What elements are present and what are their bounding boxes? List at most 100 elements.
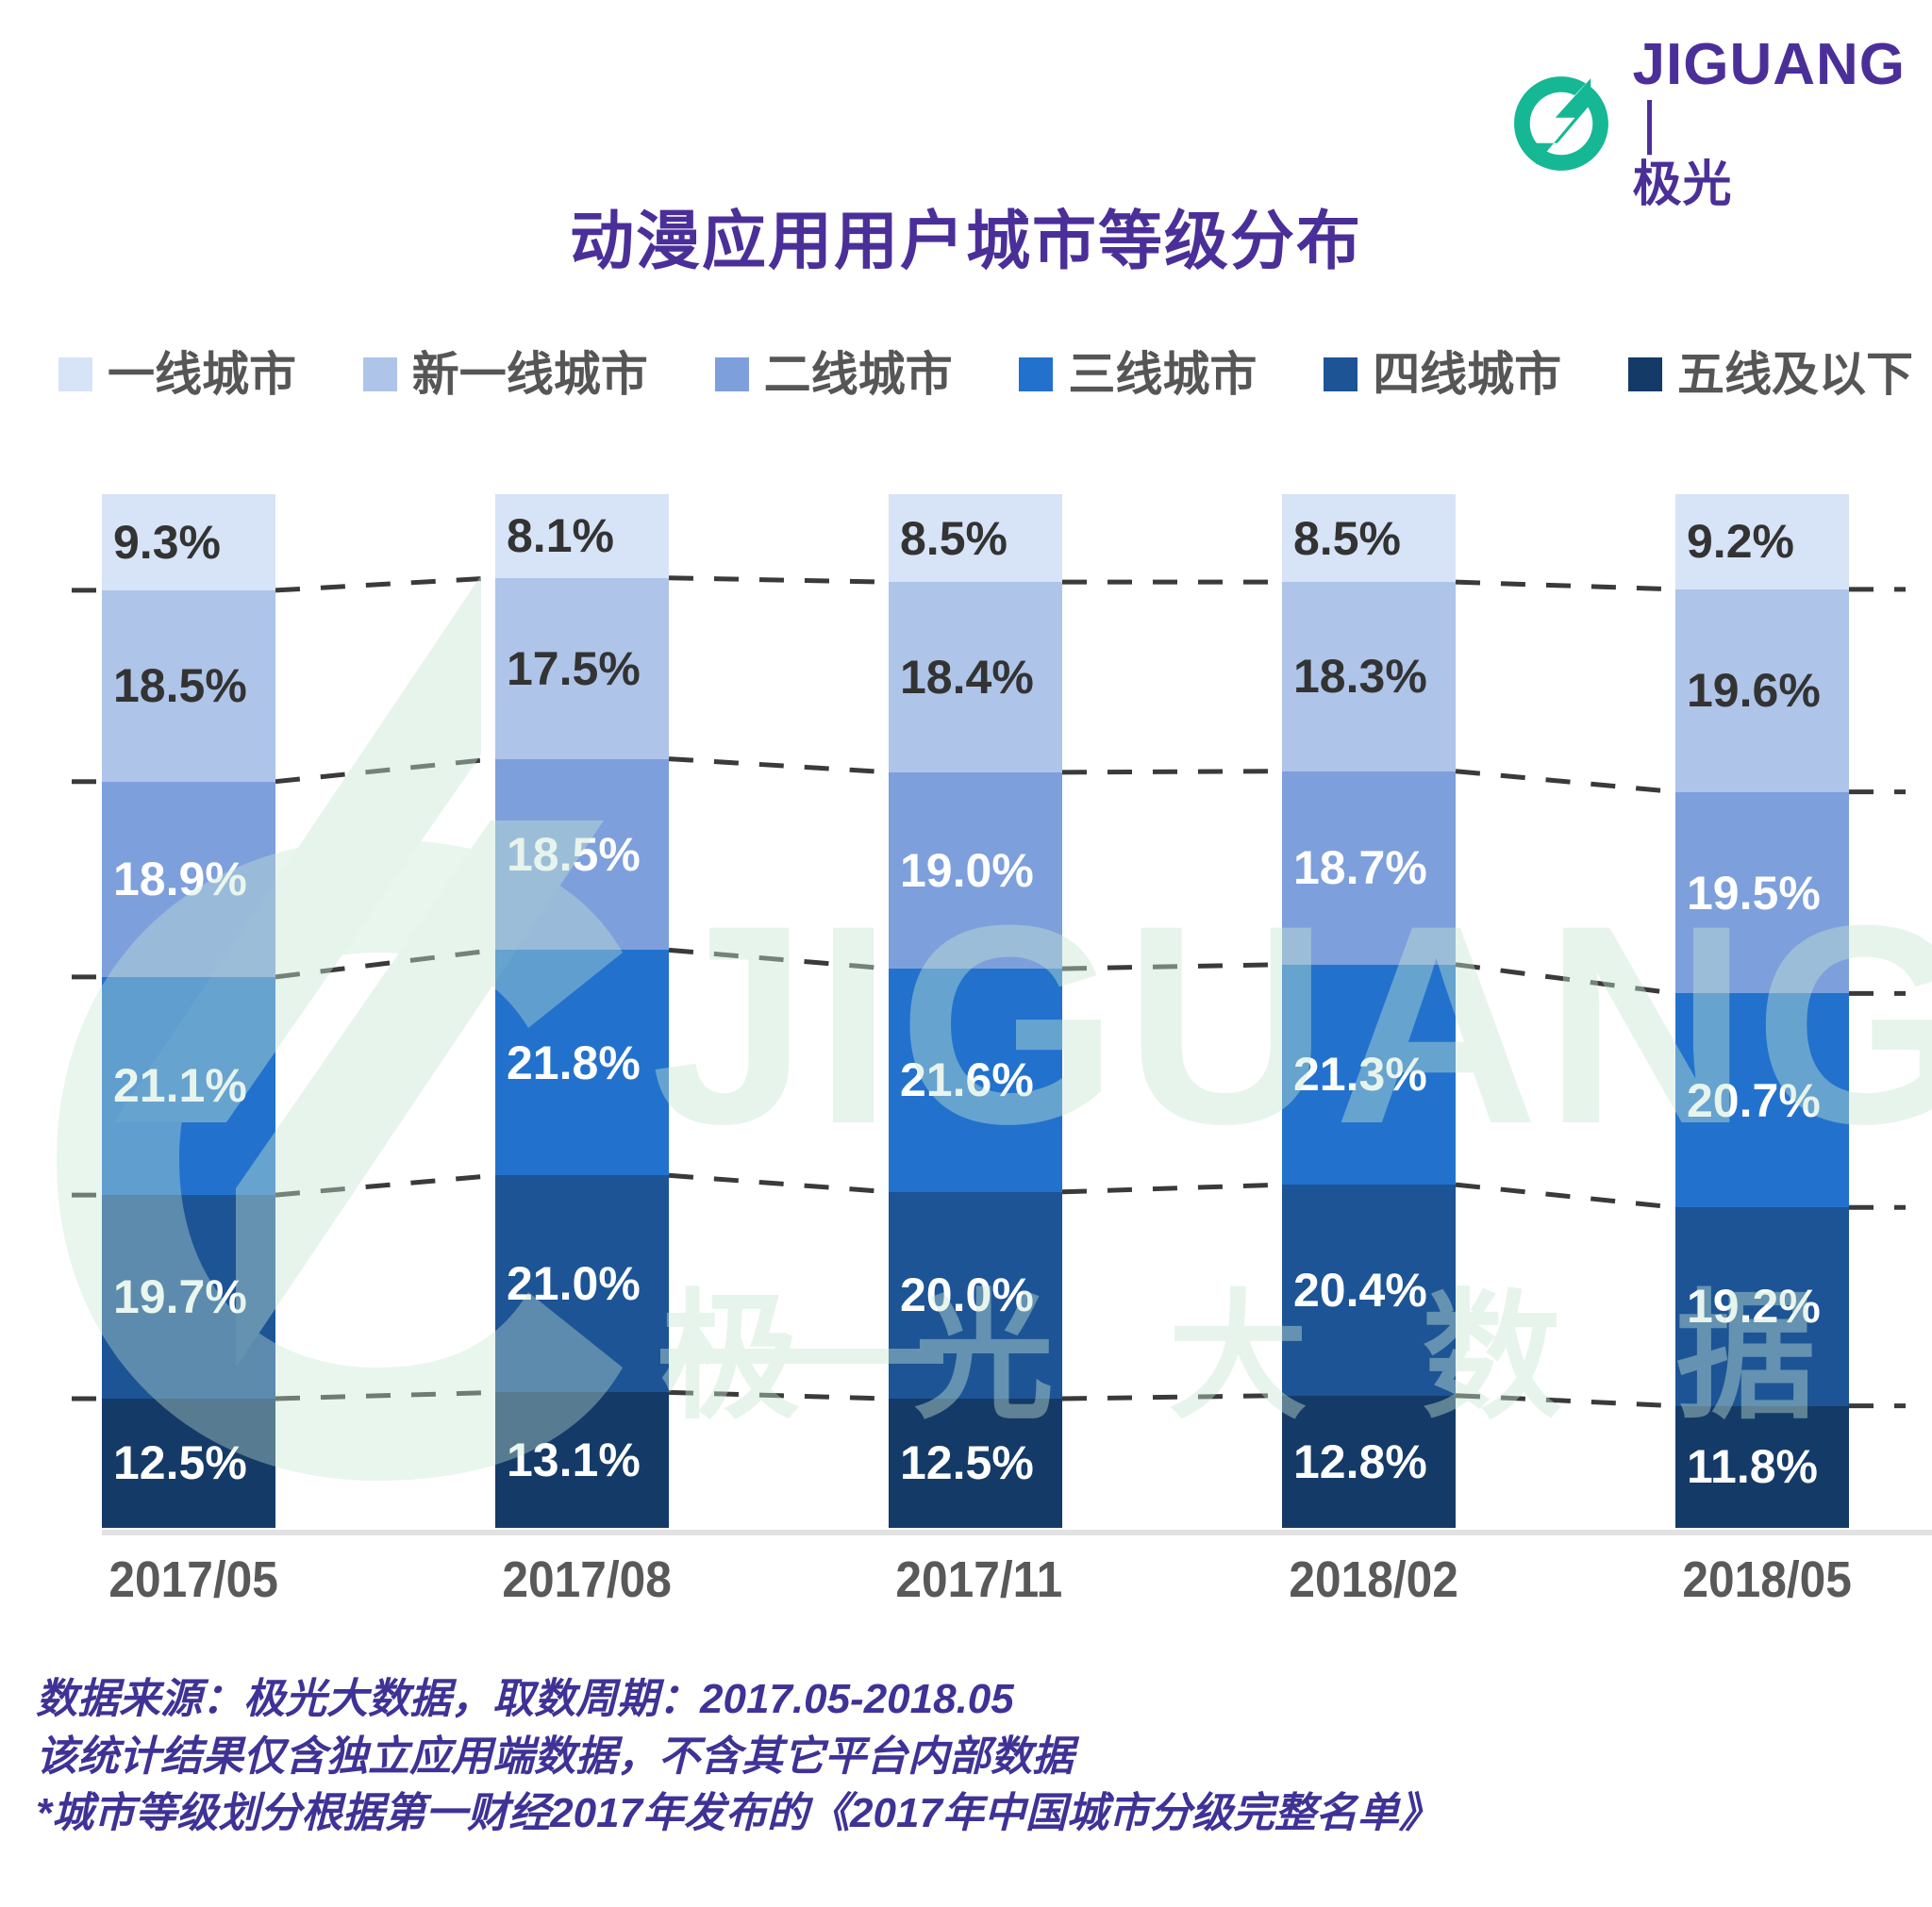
bar-2017-08: 8.1% 17.5% 18.5% 21.8% 21.0% 13.1%: [495, 494, 669, 1528]
bar-segment[interactable]: 19.2%: [1675, 1207, 1849, 1406]
bar-segment-value: 19.6%: [1687, 664, 1821, 718]
bar-segment-value: 13.1%: [507, 1434, 641, 1487]
bar-segment-value: 18.5%: [507, 827, 641, 881]
bar-segment[interactable]: 18.9%: [102, 781, 275, 977]
bar-segment-value: 19.0%: [900, 843, 1034, 897]
bar-segment[interactable]: 21.3%: [1282, 964, 1456, 1186]
bar-segment[interactable]: 8.5%: [1282, 494, 1456, 583]
brand-wordmark: JIGUANG | 极光: [1633, 36, 1906, 211]
bar-segment-value: 20.4%: [1293, 1263, 1427, 1317]
bar-segment[interactable]: 21.6%: [889, 969, 1062, 1192]
bar-segment[interactable]: 18.7%: [1282, 771, 1456, 965]
legend-label: 三线城市: [1068, 348, 1257, 401]
bar-segment[interactable]: 20.0%: [889, 1191, 1062, 1399]
bar-segment[interactable]: 18.5%: [495, 758, 669, 951]
legend-swatch-icon: [714, 357, 749, 391]
brand-wordmark-en: JIGUANG: [1632, 32, 1906, 97]
legend-swatch-icon: [362, 357, 397, 391]
bar-segment[interactable]: 20.7%: [1675, 993, 1849, 1208]
bar-segment[interactable]: 19.6%: [1675, 589, 1849, 792]
bar-segment-value: 8.5%: [1293, 511, 1401, 565]
bar-segment[interactable]: 17.5%: [495, 577, 669, 759]
bar-segment-value: 12.8%: [1293, 1434, 1427, 1488]
bar-segment-value: 18.7%: [1293, 841, 1427, 895]
bar-segment-value: 8.5%: [900, 511, 1008, 565]
bar-segment[interactable]: 12.5%: [102, 1398, 275, 1528]
chart-legend: 一线城市 新一线城市 二线城市 三线城市 四线城市 五线及以下: [58, 351, 1913, 398]
brand-separator: |: [1641, 91, 1658, 156]
footnote-line-3: *城市等级划分根据第一财经2017年发布的《2017年中国城市分级完整名单》: [36, 1790, 1441, 1837]
brand-logo: JIGUANG | 极光: [1512, 36, 1906, 211]
bar-segment[interactable]: 8.5%: [889, 494, 1062, 583]
bar-segment-value: 19.5%: [1687, 866, 1821, 920]
bar-segment[interactable]: 18.4%: [889, 582, 1062, 772]
bar-segment-value: 20.7%: [1687, 1073, 1821, 1127]
jiguang-logo-icon: [1513, 76, 1608, 171]
bar-segment[interactable]: 21.8%: [495, 950, 669, 1176]
bar-segment-value: 18.9%: [113, 853, 247, 906]
bar-segment[interactable]: 11.8%: [1675, 1405, 1849, 1528]
legend-item-1[interactable]: 新一线城市: [362, 348, 648, 401]
bar-segment[interactable]: 18.3%: [1282, 582, 1456, 771]
x-axis-tick-label: 2018/05: [1682, 1551, 1852, 1608]
x-axis-tick-label: 2017/11: [895, 1551, 1063, 1608]
bar-2018-02: 8.5% 18.3% 18.7% 21.3% 20.4% 12.8%: [1282, 494, 1456, 1528]
legend-swatch-icon: [58, 357, 92, 391]
legend-label: 新一线城市: [411, 348, 648, 401]
bar-segment[interactable]: 21.1%: [102, 976, 275, 1196]
legend-item-2[interactable]: 二线城市: [714, 348, 953, 401]
bar-segment-value: 12.5%: [900, 1436, 1034, 1490]
bar-segment[interactable]: 19.5%: [1675, 791, 1849, 994]
legend-item-5[interactable]: 五线及以下: [1627, 348, 1913, 401]
bar-segment-value: 17.5%: [507, 641, 641, 695]
bar-segment-value: 18.4%: [900, 650, 1034, 704]
bar-segment-value: 19.2%: [1687, 1280, 1821, 1334]
bar-2017-11: 8.5% 18.4% 19.0% 21.6% 20.0% 12.5%: [889, 494, 1062, 1528]
bar-segment-value: 20.0%: [900, 1269, 1034, 1322]
legend-swatch-icon: [1019, 357, 1054, 391]
bar-2017-05: 9.3% 18.5% 18.9% 21.1% 19.7% 12.5%: [102, 494, 275, 1528]
bar-segment[interactable]: 13.1%: [495, 1392, 669, 1528]
bar-segment-value: 9.3%: [113, 515, 221, 569]
footnote-line-1: 数据来源：极光大数据，取数周期：2017.05-2018.05: [36, 1676, 1014, 1722]
legend-label: 五线及以下: [1676, 348, 1913, 401]
x-axis-tick-label: 2018/02: [1289, 1551, 1458, 1608]
bar-segment-value: 21.0%: [507, 1257, 641, 1311]
bar-segment-value: 18.5%: [113, 659, 247, 713]
bar-segment[interactable]: 12.5%: [889, 1398, 1062, 1528]
legend-item-4[interactable]: 四线城市: [1324, 351, 1561, 398]
footnotes: 数据来源：极光大数据，取数周期：2017.05-2018.05 该统计结果仅含独…: [36, 1671, 1441, 1843]
bar-segment-value: 9.2%: [1687, 515, 1794, 569]
bar-segment-value: 12.5%: [113, 1436, 247, 1490]
legend-item-0[interactable]: 一线城市: [58, 351, 296, 398]
legend-label: 二线城市: [763, 348, 953, 401]
bar-segment[interactable]: 19.7%: [102, 1195, 275, 1399]
legend-label: 一线城市: [108, 348, 296, 401]
bar-segment[interactable]: 21.0%: [495, 1175, 669, 1393]
bar-segment-value: 21.1%: [113, 1059, 247, 1113]
bar-segment[interactable]: 9.2%: [1675, 494, 1849, 589]
x-axis-line: [102, 1530, 1932, 1535]
x-axis-tick-label: 2017/08: [502, 1551, 672, 1608]
legend-item-3[interactable]: 三线城市: [1019, 351, 1257, 398]
bar-segment-value: 19.7%: [113, 1270, 247, 1324]
brand-wordmark-cn: 极光: [1632, 158, 1733, 212]
stacked-bars: 9.3% 18.5% 18.9% 21.1% 19.7% 12.5% 8.1% 17.5% 18…: [102, 494, 1849, 1528]
x-axis-labels: 2017/05 2017/08 2017/11 2018/02 2018/05: [102, 1551, 1852, 1608]
legend-swatch-icon: [1627, 357, 1662, 391]
bar-segment[interactable]: 9.3%: [102, 494, 275, 590]
bar-segment-value: 21.3%: [1293, 1048, 1427, 1102]
bar-segment[interactable]: 18.5%: [102, 589, 275, 782]
bar-segment[interactable]: 19.0%: [889, 771, 1062, 970]
bar-segment-value: 11.8%: [1687, 1440, 1819, 1494]
bar-segment-value: 18.3%: [1293, 650, 1427, 704]
plot-area: 9.3% 18.5% 18.9% 21.1% 19.7% 12.5% 8.1% 17.5% 18…: [72, 494, 1932, 1535]
bar-segment[interactable]: 20.4%: [1282, 1185, 1456, 1396]
legend-label: 四线城市: [1373, 348, 1562, 401]
bar-segment-value: 8.1%: [507, 509, 614, 563]
bar-segment-value: 21.6%: [900, 1053, 1034, 1107]
page-title: 动漫应用用户城市等级分布: [569, 206, 1362, 277]
bar-segment[interactable]: 12.8%: [1282, 1395, 1456, 1528]
bar-segment[interactable]: 8.1%: [495, 494, 669, 578]
